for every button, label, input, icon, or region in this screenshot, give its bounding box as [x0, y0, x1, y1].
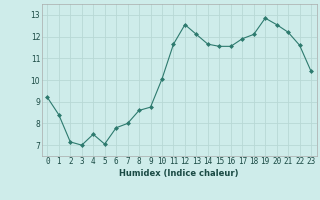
X-axis label: Humidex (Indice chaleur): Humidex (Indice chaleur): [119, 169, 239, 178]
